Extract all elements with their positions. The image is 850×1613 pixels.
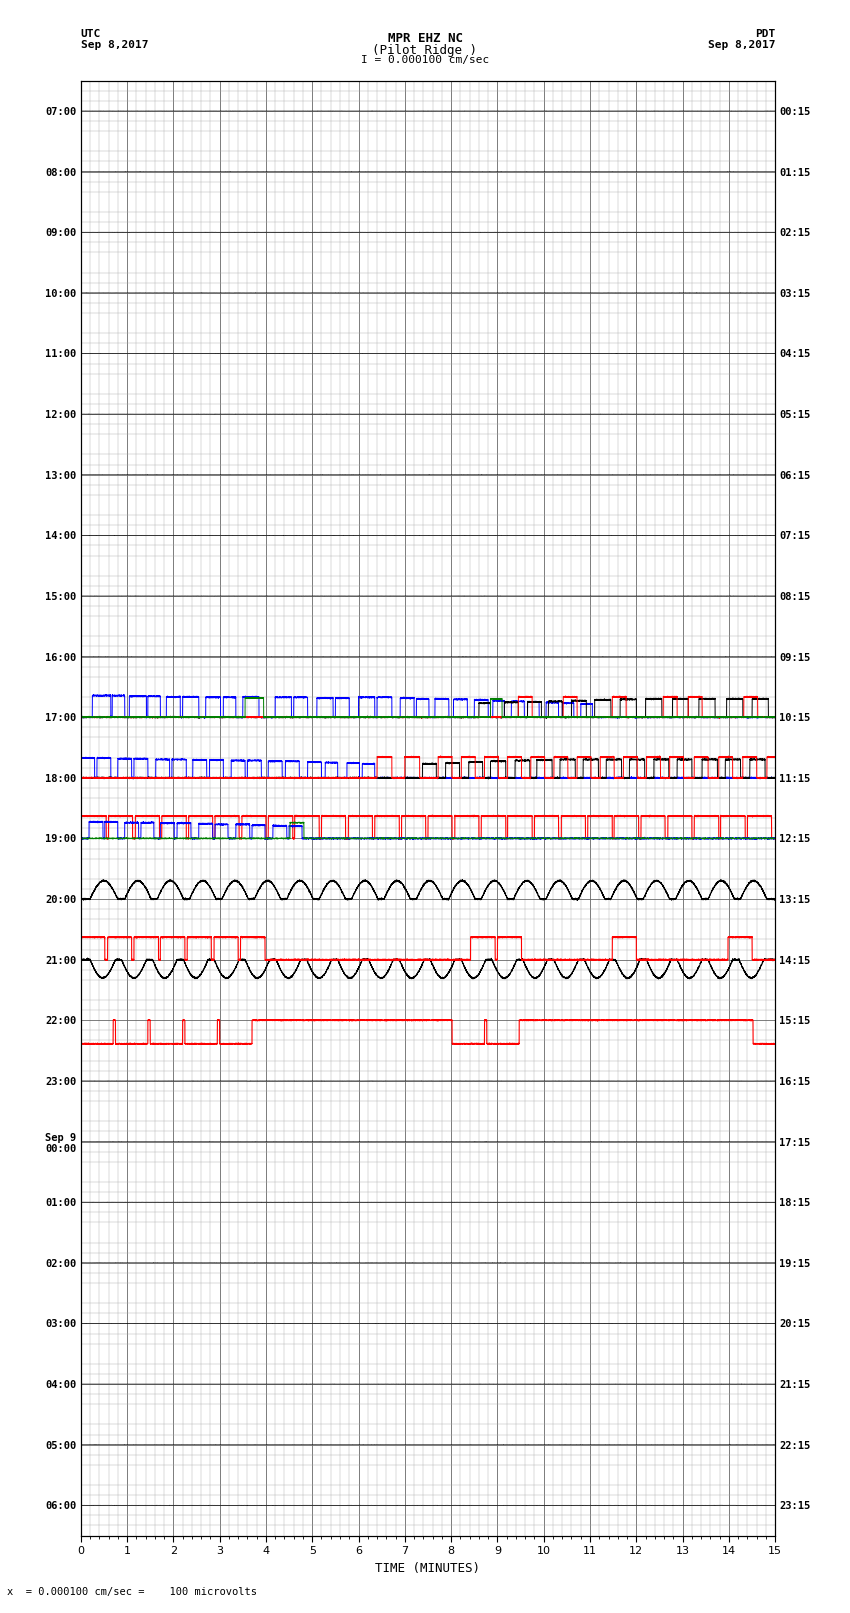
- Text: Sep 8,2017: Sep 8,2017: [708, 40, 775, 50]
- Text: PDT: PDT: [755, 29, 775, 39]
- Text: x  = 0.000100 cm/sec =    100 microvolts: x = 0.000100 cm/sec = 100 microvolts: [7, 1587, 257, 1597]
- X-axis label: TIME (MINUTES): TIME (MINUTES): [376, 1561, 480, 1574]
- Text: Sep 8,2017: Sep 8,2017: [81, 40, 148, 50]
- Text: (Pilot Ridge ): (Pilot Ridge ): [372, 44, 478, 56]
- Text: I = 0.000100 cm/sec: I = 0.000100 cm/sec: [361, 55, 489, 65]
- Text: UTC: UTC: [81, 29, 101, 39]
- Text: MPR EHZ NC: MPR EHZ NC: [388, 32, 462, 45]
